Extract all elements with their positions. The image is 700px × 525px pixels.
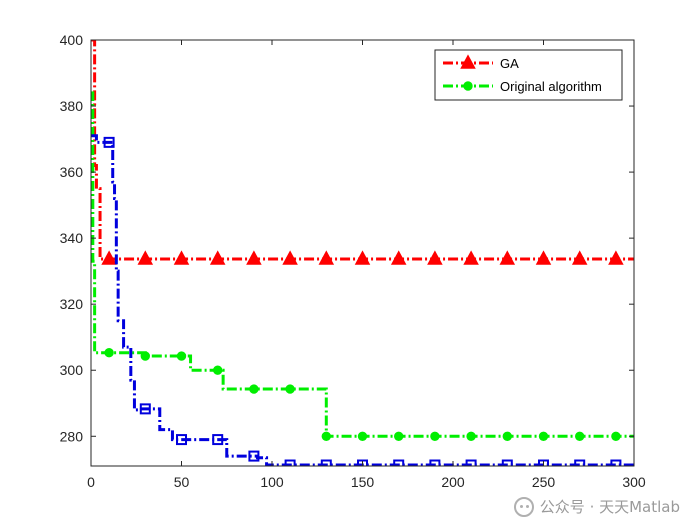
series-original-algorithm: [91, 91, 634, 441]
y-tick-label: 300: [60, 362, 84, 378]
series-marker-triangle: [499, 250, 516, 265]
series-marker-circle: [249, 384, 259, 394]
y-tick-label: 340: [60, 230, 84, 246]
series-ga: [91, 40, 634, 265]
series-marker-circle: [611, 431, 621, 441]
x-tick-label: 150: [351, 474, 375, 490]
series-marker-square: [465, 459, 477, 466]
series-marker-circle: [357, 431, 368, 441]
series-marker-square: [103, 136, 115, 148]
legend-marker-triangle: [460, 54, 476, 69]
series-marker-square: [357, 459, 368, 466]
plot-area: [91, 40, 634, 466]
series-line: [91, 91, 634, 438]
y-tick-label: 380: [60, 98, 84, 114]
series-marker-triangle: [535, 250, 552, 265]
series-line: [91, 134, 634, 466]
series-marker-circle: [502, 431, 512, 441]
series-marker-circle: [140, 351, 151, 361]
series-marker-circle: [104, 348, 114, 358]
series-marker-square: [501, 459, 513, 466]
legend-label: Original algorithm: [500, 79, 602, 94]
series-marker-square: [284, 459, 296, 466]
series-marker-circle: [575, 431, 585, 441]
series-marker-circle: [538, 431, 549, 441]
legend-label: GA: [500, 56, 519, 71]
legend: GA Original algorithm: [434, 49, 623, 101]
legend-entry: GA: [443, 54, 519, 71]
series-marker-circle: [176, 351, 187, 361]
series-marker-triangle: [137, 250, 154, 265]
x-tick-label: 250: [532, 474, 556, 490]
series-marker-square: [212, 434, 224, 446]
x-tick-label: 300: [622, 474, 646, 490]
series-marker-triangle: [390, 250, 407, 265]
series-marker-triangle: [282, 250, 298, 265]
series-marker-triangle: [427, 250, 443, 265]
y-tick-label: 360: [60, 164, 84, 180]
series-marker-triangle: [354, 250, 371, 265]
series-marker-triangle: [173, 250, 190, 265]
watermark-text: 公众号 · 天天Matlab: [539, 498, 680, 516]
x-tick-label: 100: [260, 474, 284, 490]
series-marker-square: [176, 434, 187, 446]
legend-marker-circle: [463, 81, 473, 91]
series-marker-square: [320, 459, 332, 466]
series-marker-triangle: [209, 250, 226, 265]
series-marker-triangle: [101, 250, 117, 265]
legend-entry: Original algorithm: [443, 79, 602, 94]
x-tick-label: 50: [174, 474, 190, 490]
series-marker-circle: [321, 431, 331, 441]
series-marker-triangle: [608, 250, 624, 265]
watermark: 公众号 · 天天Matlab: [513, 496, 680, 517]
series-marker-square: [139, 403, 151, 415]
series-marker-square: [248, 450, 260, 462]
series-marker-circle: [466, 431, 476, 441]
series-line: [91, 40, 634, 261]
series-marker-circle: [430, 431, 440, 441]
series-marker-square: [610, 459, 622, 466]
series-marker-triangle: [571, 250, 588, 265]
series-marker-square: [538, 459, 549, 466]
x-tick-label: 0: [87, 474, 95, 490]
series-marker-square: [574, 459, 586, 466]
x-tick-label: 200: [441, 474, 465, 490]
series-marker-circle: [213, 365, 223, 375]
wechat-icon: [513, 496, 534, 517]
series-marker-triangle: [463, 250, 479, 265]
series-marker-square: [393, 459, 405, 466]
series-marker-circle: [285, 384, 295, 394]
y-tick-label: 400: [60, 32, 84, 48]
series-marker-square: [429, 459, 441, 466]
y-tick-label: 280: [60, 428, 84, 444]
series-marker-triangle: [246, 250, 262, 265]
series-marker-triangle: [318, 250, 335, 265]
series-unnamed-2: [91, 134, 634, 466]
axes: 0 50 100 150 200 250 300 280 300 320 340 360 380 400: [60, 32, 646, 490]
y-tick-label: 320: [60, 296, 84, 312]
series-marker-circle: [394, 431, 404, 441]
